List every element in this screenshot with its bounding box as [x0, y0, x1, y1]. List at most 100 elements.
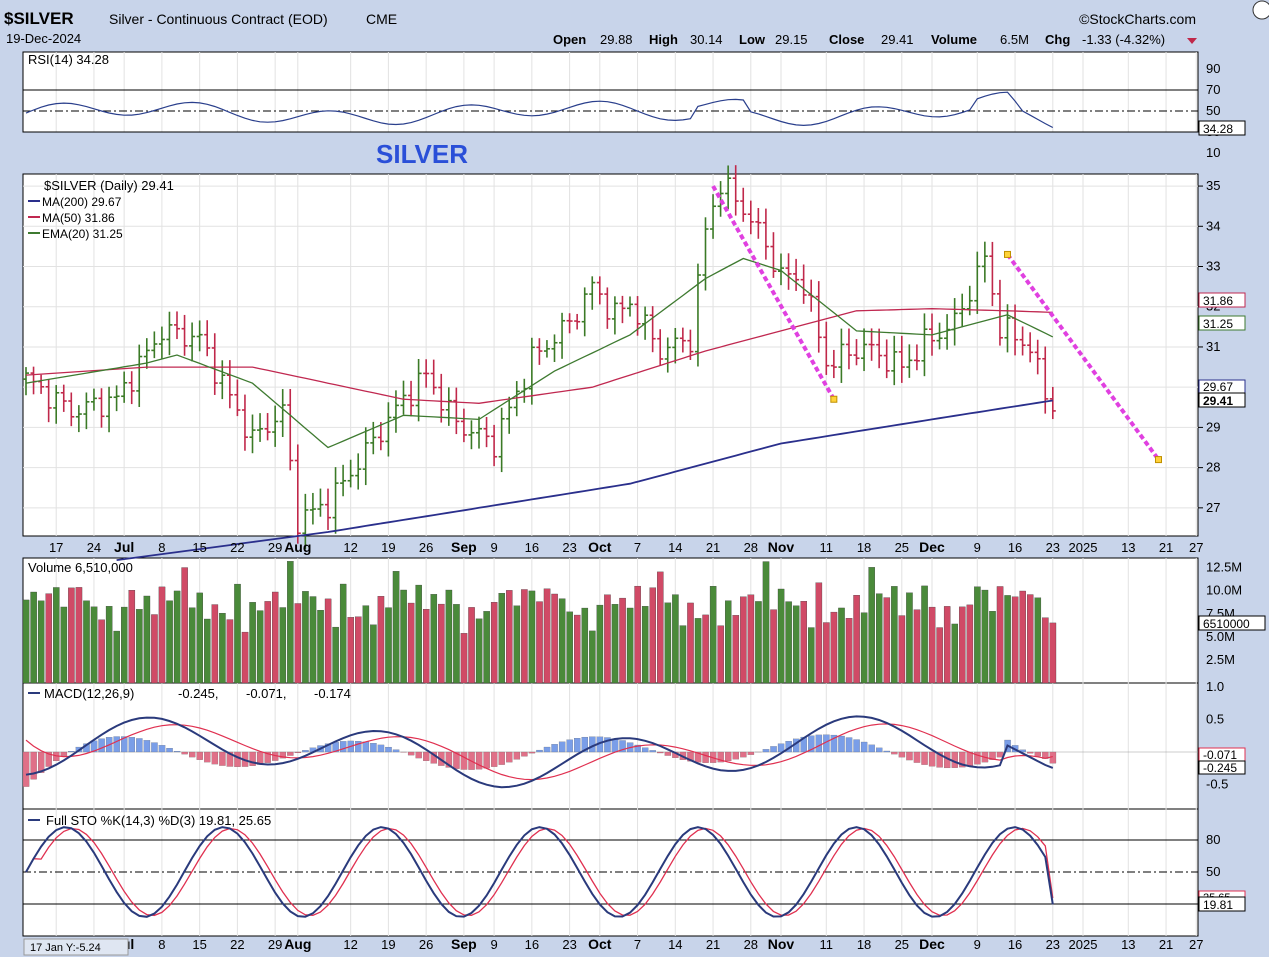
macd-histogram-bar — [68, 751, 75, 753]
macd-histogram-bar — [407, 751, 415, 756]
date-tick-label: 24 — [87, 540, 101, 555]
macd-histogram-bar — [725, 751, 732, 762]
macd-histogram-bar — [536, 749, 543, 753]
macd-histogram-bar — [211, 751, 219, 765]
price-bar — [1004, 304, 1011, 353]
chart-date: 19-Dec-2024 — [6, 31, 81, 46]
volume-bar — [407, 602, 415, 684]
macd-histogram-bar — [747, 751, 755, 755]
ohlc-readout: Open 29.88 High 30.14 Low 29.15 Close 29… — [553, 32, 1197, 47]
volume-bar — [121, 606, 128, 684]
price-bar — [136, 344, 143, 407]
volume-bar — [845, 618, 853, 684]
macd-histogram-bar — [423, 751, 430, 761]
volume-bar — [173, 590, 181, 684]
price-bar — [196, 320, 203, 352]
sto-tag-2 — [1198, 896, 1246, 912]
price-bar — [1049, 386, 1056, 420]
volume-bar — [136, 609, 143, 684]
macd-histogram-bar — [264, 751, 271, 763]
macd-histogram-bar — [898, 751, 906, 758]
macd-histogram-bar — [581, 736, 589, 753]
volume-bar — [679, 625, 687, 684]
volume-bar — [732, 615, 740, 684]
volume-bar — [959, 606, 966, 684]
volume-bar — [709, 586, 717, 684]
volume-bar — [596, 604, 604, 684]
close-icon[interactable] — [1252, 0, 1269, 20]
price-bar — [996, 279, 1003, 346]
sto-tag-2-value: 19.81 — [1203, 898, 1233, 912]
macd-histogram-bar — [279, 751, 287, 759]
volume-bar — [634, 585, 641, 684]
price-bar — [574, 313, 581, 330]
price-bar — [75, 405, 82, 433]
macd-histogram-bar — [921, 751, 928, 765]
price-bar — [234, 379, 241, 417]
ma200-tag-value: 29.67 — [1203, 380, 1233, 394]
footer-note-box — [23, 938, 129, 956]
date-tick-label: 12 — [343, 937, 357, 952]
price-bar — [694, 263, 701, 367]
price-bar — [913, 344, 920, 371]
macd-histogram-bar — [974, 751, 981, 765]
price-bar — [45, 379, 52, 423]
date-tick-label: 19 — [381, 540, 395, 555]
price-bar — [302, 493, 309, 549]
volume-bar — [574, 614, 581, 684]
price-bar — [513, 381, 520, 417]
down-arrow-icon — [1187, 38, 1197, 44]
date-tick-label: Dec — [919, 936, 945, 952]
price-bar — [785, 253, 792, 290]
volume-bar — [196, 592, 203, 684]
volume-bar — [430, 594, 438, 684]
ema20-label: EMA(20) 31.25 — [42, 227, 123, 241]
macd-histogram-bar — [1027, 751, 1034, 754]
volume-bar — [339, 583, 347, 684]
date-tick-label: 11 — [820, 937, 834, 952]
price-bar — [491, 424, 498, 467]
volume-bar — [657, 571, 664, 684]
volume-bar — [188, 607, 196, 684]
volume-bar — [211, 604, 219, 684]
volume-bar — [800, 601, 808, 684]
volume-bar — [377, 596, 385, 684]
price-bar — [596, 276, 603, 305]
volume-bar — [347, 617, 354, 684]
price-bar — [981, 241, 988, 283]
macd-histogram-bar — [30, 751, 37, 780]
volume-bar — [468, 607, 475, 684]
price-bar — [347, 459, 354, 488]
volume-bar — [1027, 594, 1034, 684]
volume-bar — [830, 611, 838, 684]
date-tick-label: 29 — [268, 937, 282, 952]
price-bar — [83, 392, 90, 430]
macd-histogram-bar — [45, 751, 52, 767]
volume-bar — [53, 587, 60, 684]
trendline — [711, 185, 836, 401]
price-bar — [898, 335, 905, 383]
volume-bar — [717, 625, 724, 684]
price-bar — [211, 333, 218, 395]
macd-histogram-bar — [113, 736, 120, 753]
price-bar — [257, 413, 264, 442]
macd-histogram-bar — [868, 744, 875, 753]
price-bar — [453, 387, 460, 435]
volume-bar — [566, 611, 573, 684]
price-bar — [619, 295, 626, 324]
price-bar — [272, 405, 279, 447]
macd-histogram-bar — [657, 751, 664, 754]
price-bar — [1034, 339, 1041, 375]
volume-bar — [974, 586, 981, 684]
volume-label: Volume — [931, 32, 977, 47]
date-tick-label: 21 — [1159, 540, 1173, 555]
price-bar — [340, 464, 347, 497]
price-bar — [445, 387, 452, 426]
macd-histogram-bar — [762, 749, 770, 753]
volume-bar — [619, 597, 626, 684]
price-bar — [551, 334, 558, 363]
volume-bar — [45, 593, 53, 684]
sto-tick-label: 80 — [1206, 832, 1220, 847]
sto-axis: 80 50 — [1206, 832, 1220, 879]
